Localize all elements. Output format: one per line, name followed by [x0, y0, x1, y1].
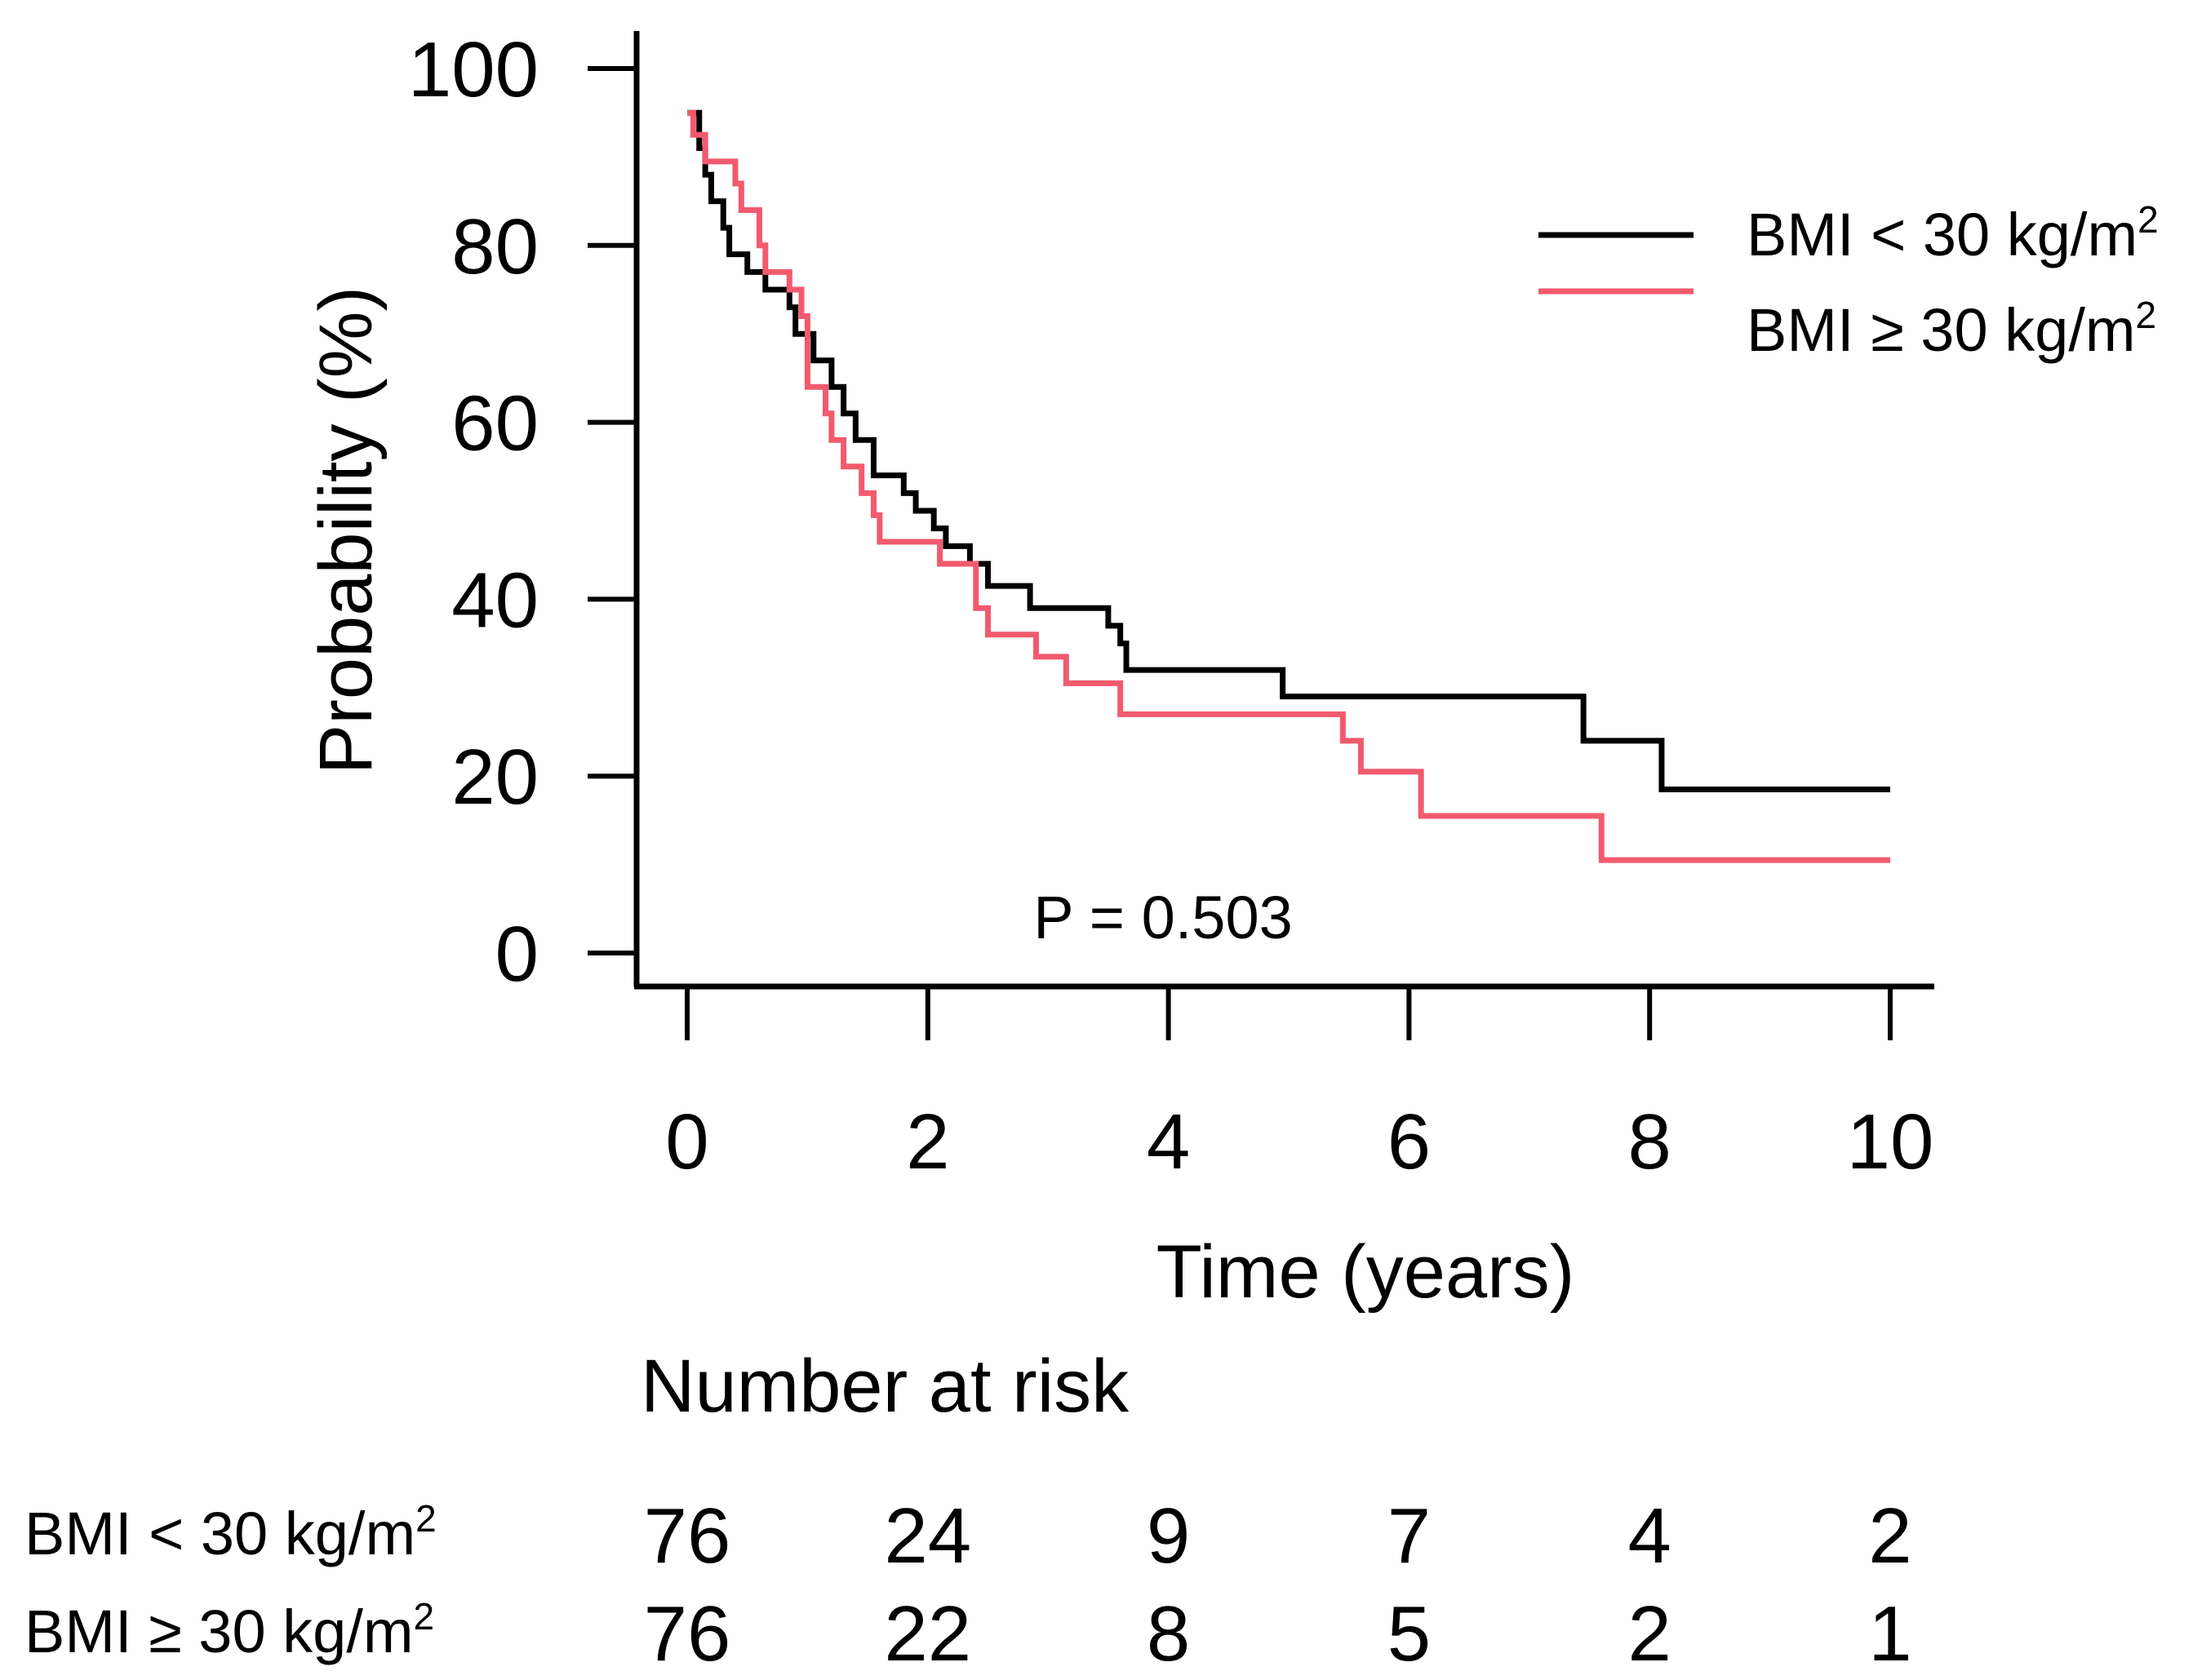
risk-value: 8 [1147, 1590, 1190, 1678]
x-tick-label: 10 [1847, 1098, 1934, 1186]
risk-value: 76 [644, 1492, 731, 1580]
risk-row-label-2: BMI ≥ 30 kg/m2 [24, 1595, 434, 1665]
risk-value: 24 [884, 1492, 971, 1580]
x-ticks: 0 2 4 6 8 10 [665, 986, 1933, 1186]
legend: BMI < 30 kg/m2 BMI ≥ 30 kg/m2 [1538, 198, 2159, 364]
risk-value: 7 [1387, 1492, 1431, 1580]
risk-value: 76 [644, 1590, 731, 1678]
y-tick-label: 100 [408, 26, 539, 113]
y-axis-title: Probability (%) [304, 286, 388, 774]
risk-row-label-1: BMI < 30 kg/m2 [24, 1497, 437, 1567]
y-tick-label: 20 [451, 734, 539, 821]
risk-values: 76 24 9 7 4 2 76 22 8 5 2 1 [644, 1492, 1912, 1678]
risk-table-title: Number at risk [641, 1345, 1130, 1428]
risk-value: 22 [884, 1590, 971, 1678]
series-line-2 [687, 109, 1890, 863]
y-tick-label: 0 [495, 911, 539, 998]
y-tick-label: 80 [451, 203, 539, 290]
x-tick-label: 8 [1628, 1098, 1671, 1186]
risk-value: 9 [1147, 1492, 1190, 1580]
y-tick-label: 60 [451, 380, 539, 468]
risk-value: 4 [1628, 1492, 1671, 1580]
x-axis-title: Time (years) [1156, 1230, 1575, 1314]
y-tick-label: 40 [451, 556, 539, 644]
risk-value: 1 [1868, 1590, 1911, 1678]
legend-label-2: BMI ≥ 30 kg/m2 [1747, 294, 2156, 364]
risk-value: 2 [1868, 1492, 1911, 1580]
legend-label-1: BMI < 30 kg/m2 [1747, 198, 2159, 268]
x-tick-label: 4 [1147, 1098, 1190, 1186]
series-line-1 [687, 109, 1890, 792]
series-layer [687, 109, 1890, 863]
risk-value: 5 [1387, 1590, 1431, 1678]
p-value-annotation: P = 0.503 [1033, 884, 1293, 951]
y-ticks: 0 20 40 60 80 100 [408, 26, 637, 998]
x-tick-label: 6 [1387, 1098, 1431, 1186]
x-tick-label: 0 [665, 1098, 708, 1186]
x-tick-label: 2 [906, 1098, 949, 1186]
risk-value: 2 [1628, 1590, 1671, 1678]
